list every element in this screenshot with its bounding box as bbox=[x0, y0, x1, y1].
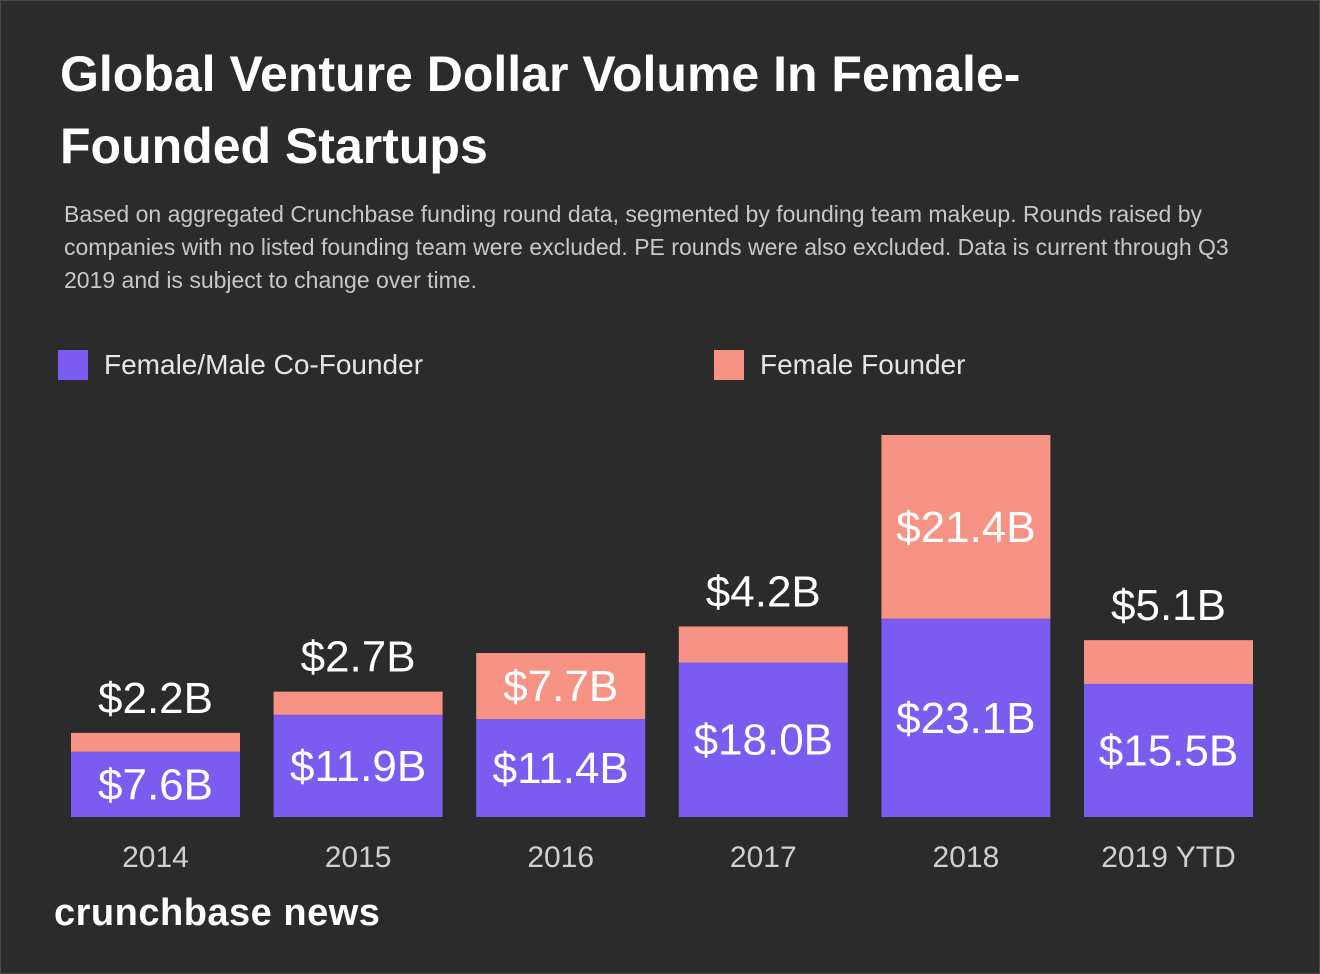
x-tick-label: 2016 bbox=[527, 841, 594, 874]
x-tick-label: 2017 bbox=[730, 841, 797, 874]
data-label-female: $2.7B bbox=[301, 633, 416, 682]
data-label-cofounder: $15.5B bbox=[1099, 726, 1238, 775]
data-label-female: $21.4B bbox=[896, 503, 1035, 552]
x-tick-label: 2019 YTD bbox=[1101, 841, 1236, 874]
stacked-bar-chart: $7.6B $2.2B 2014 $11.9B $2.7B 2015 $11.4B $7.7B… bbox=[0, 0, 1320, 974]
data-label-female: $5.1B bbox=[1111, 581, 1226, 630]
data-label-female: $4.2B bbox=[706, 567, 821, 616]
data-label-cofounder: $7.6B bbox=[98, 760, 213, 809]
bar-female-2015 bbox=[274, 692, 443, 715]
x-tick-label: 2018 bbox=[933, 841, 1000, 874]
bar-female-2014 bbox=[71, 733, 240, 752]
brand-logo-text: crunchbase news bbox=[54, 892, 380, 935]
data-label-female: $7.7B bbox=[503, 662, 618, 711]
x-tick-label: 2014 bbox=[122, 841, 189, 874]
data-label-cofounder: $23.1B bbox=[896, 694, 1035, 743]
bar-female-2019-ytd bbox=[1084, 640, 1253, 684]
data-label-cofounder: $11.9B bbox=[290, 742, 426, 791]
data-label-cofounder: $18.0B bbox=[694, 716, 833, 765]
data-label-female: $2.2B bbox=[98, 674, 213, 723]
x-tick-label: 2015 bbox=[325, 841, 392, 874]
data-label-cofounder: $11.4B bbox=[493, 744, 629, 793]
bar-female-2017 bbox=[679, 626, 848, 662]
